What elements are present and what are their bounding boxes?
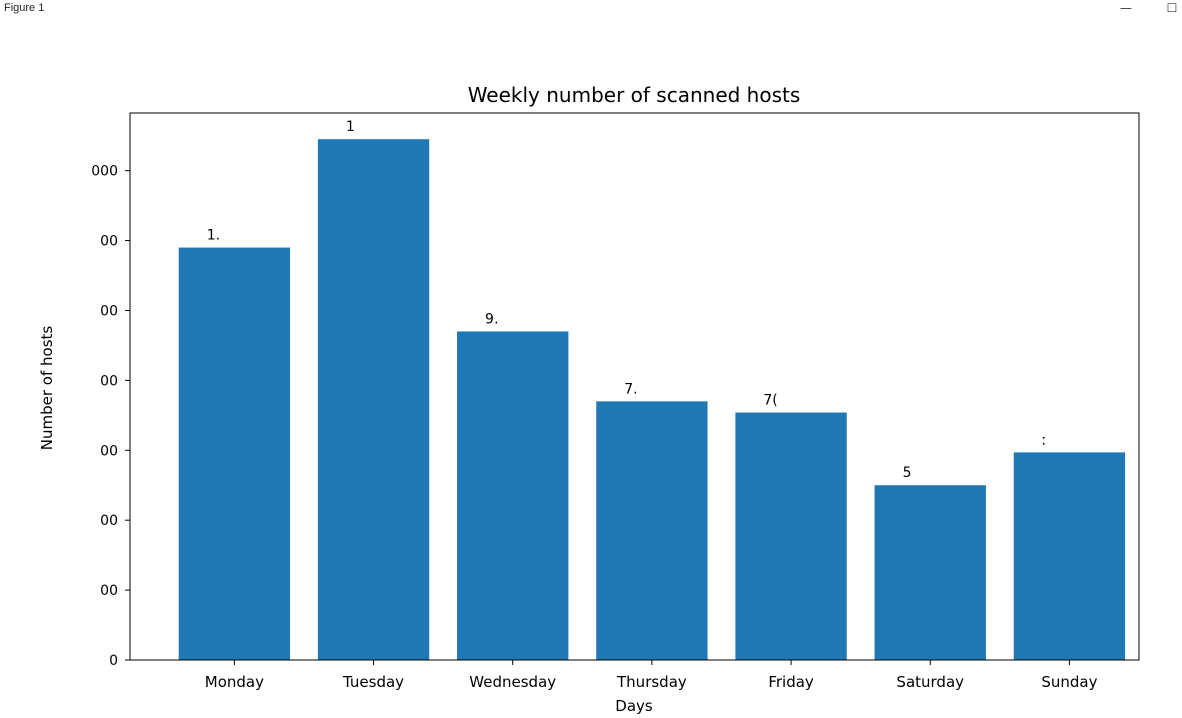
y-tick-label: 00 (100, 234, 118, 250)
y-tick-label: 00 (100, 373, 118, 389)
axes-frame (129, 112, 1140, 661)
y-tick-label: 0 (109, 653, 118, 669)
bar (874, 485, 986, 660)
x-tick-label: Thursday (616, 673, 687, 691)
bar (1013, 452, 1126, 660)
bar-value-label: 5 (903, 465, 912, 481)
bar (735, 412, 847, 660)
x-tick-label: Tuesday (342, 673, 404, 691)
plot-area: 0000000000000000Monday1.Tuesday1Wednesda… (91, 119, 1126, 691)
x-tick-label: Monday (205, 673, 264, 691)
y-tick-label: 00 (100, 513, 118, 529)
minimize-button[interactable]: — (1120, 1, 1132, 15)
y-tick-label: 00 (100, 443, 118, 459)
bar-value-label: 7( (763, 393, 777, 409)
window-title: Figure 1 (4, 2, 45, 14)
x-tick-label: Wednesday (469, 673, 556, 691)
x-tick-label: Saturday (896, 673, 964, 691)
bar-value-label: 1 (346, 119, 355, 135)
y-tick-label: 00 (100, 303, 118, 319)
y-tick-label: 000 (91, 164, 118, 180)
x-tick-label: Friday (768, 673, 814, 691)
bar-value-label: 7. (624, 381, 637, 397)
bar (457, 331, 569, 660)
x-axis-label: Days (615, 697, 653, 715)
window-titlebar: Figure 1 — ☐ (0, 0, 1182, 22)
bar-value-label: 9․ (485, 311, 499, 327)
y-axis-label: Number of hosts (38, 326, 56, 451)
bar (178, 247, 291, 660)
bar (317, 139, 430, 660)
y-tick-label: 00 (100, 583, 118, 599)
bar (596, 401, 708, 660)
x-tick-label: Sunday (1041, 673, 1097, 691)
maximize-button[interactable]: ☐ (1166, 1, 1178, 15)
bar-value-label: 1. (207, 228, 220, 244)
chart-title: Weekly number of scanned hosts (468, 83, 801, 107)
bar-value-label: ː (1042, 432, 1047, 448)
